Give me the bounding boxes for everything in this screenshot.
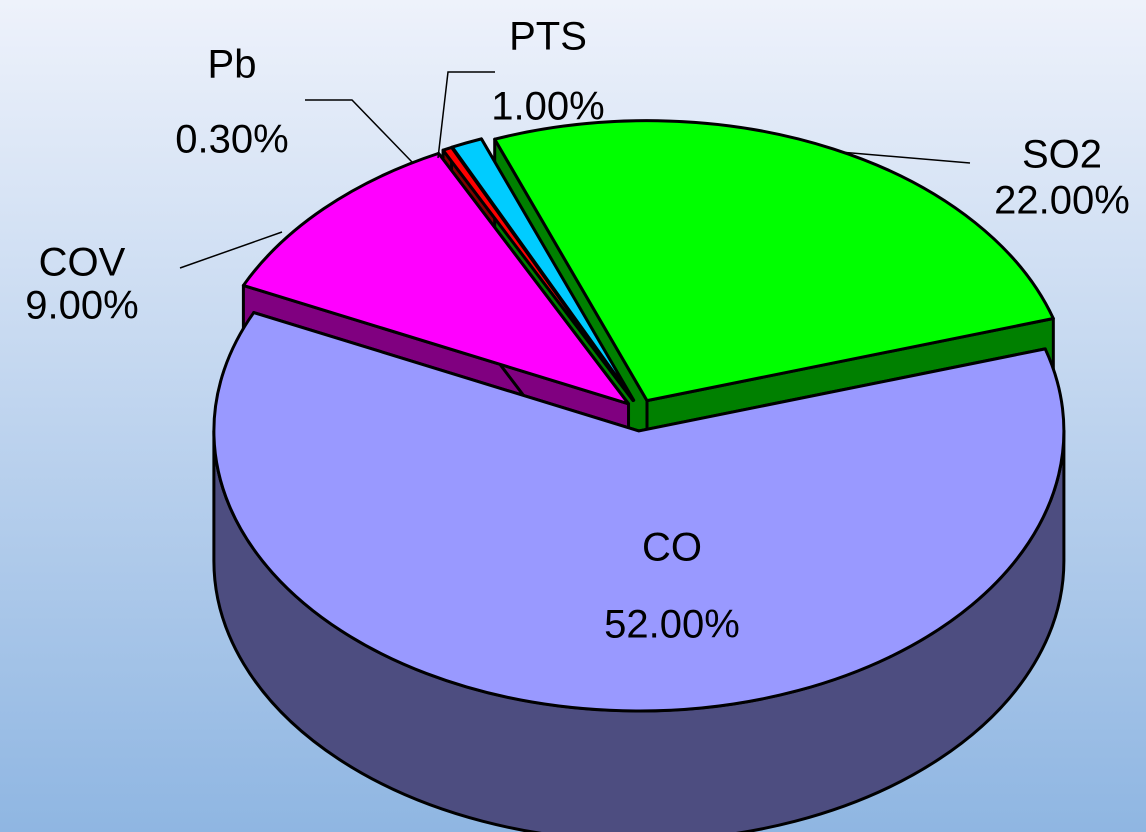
value-label: 22.00% — [994, 179, 1130, 223]
value-label: 52.00% — [604, 603, 740, 647]
pie-tops — [212, 119, 1066, 713]
value-label: 0.30% — [175, 118, 288, 162]
slice — [450, 137, 636, 402]
slice — [493, 119, 1055, 403]
leader-lines — [179, 71, 971, 269]
slice-label: CO — [642, 526, 702, 570]
leader-line — [839, 151, 971, 164]
value-label: 1.00% — [491, 85, 604, 129]
leader-line — [305, 99, 413, 163]
slice-label: PTS — [509, 15, 587, 59]
value-label: 9.00% — [25, 284, 138, 328]
slice-label: COV — [39, 241, 126, 285]
leader-line — [437, 71, 495, 159]
slice — [212, 311, 1066, 713]
leader-line — [179, 231, 283, 269]
slice-label: SO2 — [1022, 133, 1102, 177]
slice-label: Pb — [208, 43, 257, 87]
slice — [241, 151, 631, 406]
